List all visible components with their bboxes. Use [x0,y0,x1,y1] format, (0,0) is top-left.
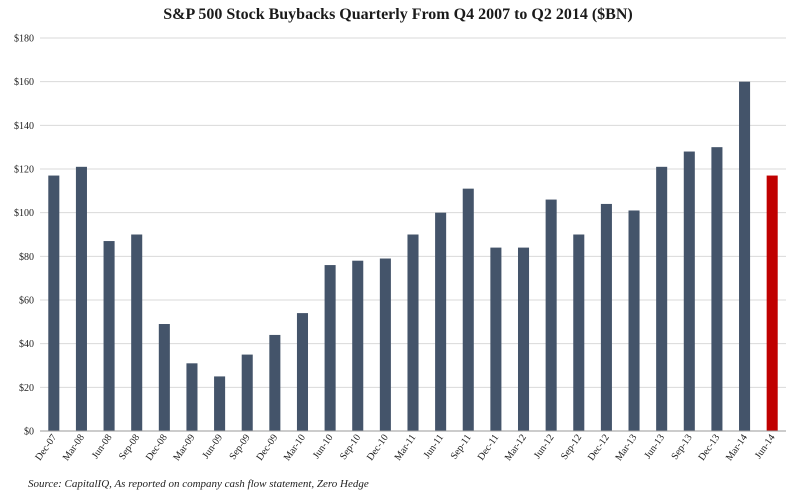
bar-sep-11 [462,188,474,431]
bar-mar-10 [296,313,309,431]
x-tick-label: Dec-12 [586,432,612,462]
x-tick-label: Mar-09 [171,432,197,463]
bar-sep-09 [241,354,253,431]
bar-mar-08 [75,166,87,432]
bar-jun-12 [545,199,557,431]
bar-jun-14 [766,175,778,431]
bar-dec-09 [269,334,281,431]
bar-jun-13 [656,166,668,432]
y-tick-label: $160 [14,77,34,88]
y-tick-label: $120 [14,165,34,176]
y-tick-label: $100 [14,208,34,219]
bars [48,81,778,432]
bar-mar-09 [186,363,198,431]
bar-jun-09 [214,376,226,431]
x-tick-label: Sep-09 [227,432,252,462]
x-tick-label: Dec-08 [144,432,170,462]
x-tick-label: Jun-09 [200,432,225,461]
bar-dec-11 [490,247,502,431]
x-tick-label: Sep-12 [559,432,584,462]
y-tick-label: $180 [14,34,34,45]
x-tick-label: Jun-08 [90,432,115,461]
bar-dec-12 [600,203,612,431]
x-tick-label: Sep-13 [669,432,694,462]
x-tick-label: Sep-08 [117,432,142,462]
bar-mar-13 [628,210,640,431]
x-tick-label: Jun-14 [753,432,778,461]
x-tick-label: Mar-08 [61,432,87,463]
x-tick-label: Jun-12 [532,432,557,461]
bar-dec-07 [48,175,60,431]
x-tick-label: Dec-09 [254,432,280,462]
bar-jun-08 [103,241,115,431]
bar-mar-12 [517,247,530,431]
y-tick-label: $80 [19,252,34,263]
x-tick-label: Sep-11 [449,432,474,461]
axes: $0 $20 $40 $60 $80 $100 $120 $140 $160 $180 Dec-07… [14,34,786,463]
chart-source: Source: CapitalIQ, As reported on compan… [28,478,369,490]
bar-sep-13 [683,151,695,432]
x-tick-label: Mar-11 [393,432,419,462]
x-tick-label: Mar-14 [724,432,750,463]
bar-sep-08 [131,234,143,431]
bar-mar-11 [407,234,419,431]
bar-dec-13 [711,147,723,431]
x-tick-label: Jun-10 [311,432,336,461]
x-tick-label: Dec-13 [696,432,722,462]
bar-dec-08 [158,324,170,431]
bar-jun-11 [435,212,447,431]
chart-title: S&P 500 Stock Buybacks Quarterly From Q4… [163,6,633,23]
y-tick-label: $140 [14,121,34,132]
x-tick-label: Dec-11 [476,432,502,462]
x-tick-label: Dec-10 [365,432,391,462]
bar-dec-10 [379,258,391,431]
bar-mar-14 [739,81,751,432]
x-tick-label: Dec-07 [33,432,59,462]
x-tick-label: Mar-10 [282,432,308,463]
bar-jun-10 [324,265,336,431]
y-tick-label: $60 [19,296,34,307]
x-tick-label: Sep-10 [338,432,363,462]
y-tick-label: $20 [19,383,34,394]
x-tick-label: Mar-13 [613,432,639,463]
bar-sep-12 [573,234,585,431]
x-tick-label: Jun-11 [422,432,446,460]
y-tick-label: $0 [24,427,34,438]
bar-sep-10 [352,260,364,431]
x-tick-label: Jun-13 [642,432,667,461]
x-tick-label: Mar-12 [503,432,529,463]
y-tick-label: $40 [19,339,34,350]
